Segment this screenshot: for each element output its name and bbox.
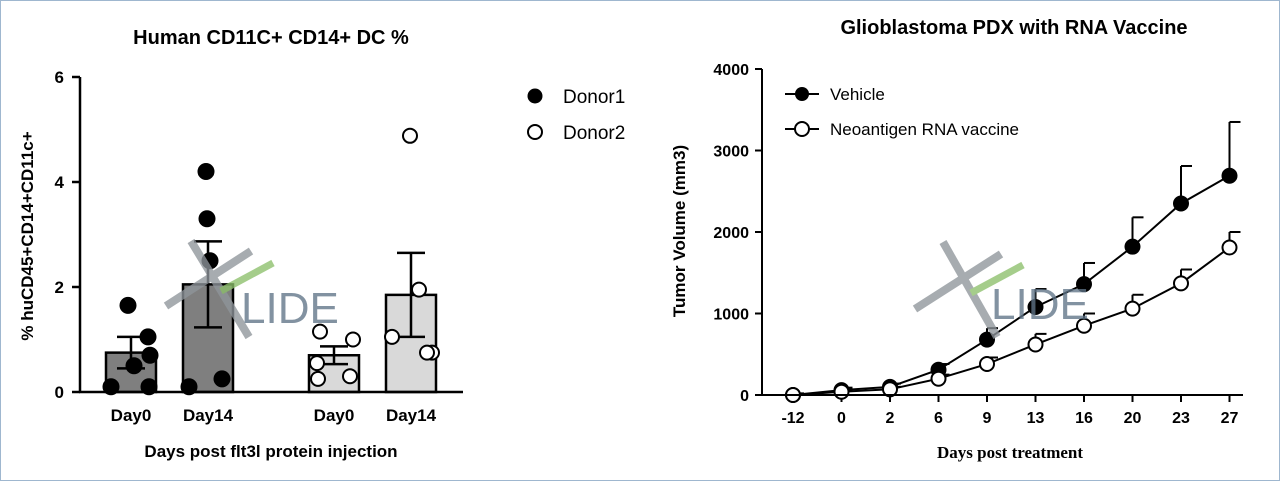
right-x-tick-label: 13 [1027, 410, 1045, 427]
left-chart-title: Human CD11C+ CD14+ DC % [133, 27, 409, 49]
right-plot-area: 0 1000 2000 3000 4000 -12 0 2 6 9 13 16 20 23 27 [713, 62, 1241, 427]
data-point [1221, 167, 1238, 184]
legend-item-donor1: Donor1 [527, 87, 625, 108]
watermark-green-stroke-icon [969, 261, 1025, 297]
data-point [1173, 275, 1189, 292]
data-point [419, 344, 435, 361]
left-legend: Donor1 Donor2 [527, 87, 625, 144]
open-circle-icon [527, 124, 543, 140]
data-point [1124, 300, 1141, 317]
right-x-tick-label: 27 [1221, 410, 1239, 427]
data-point [1076, 317, 1092, 334]
legend-label-vehicle: Vehicle [830, 85, 885, 104]
right-x-tick-label: 23 [1172, 410, 1190, 427]
dc-percentage-chart: Human CD11C+ CD14+ DC % % huCD45+CD14+CD… [18, 27, 625, 461]
legend-label-vaccine: Neoantigen RNA vaccine [830, 120, 1019, 139]
legend-item-vehicle: Vehicle [785, 85, 885, 104]
data-point [312, 323, 328, 340]
right-y-tick-label: 4000 [713, 62, 749, 79]
data-point [140, 378, 158, 396]
data-point [1027, 336, 1044, 353]
data-point [310, 370, 326, 387]
right-x-tick-label: 0 [837, 410, 846, 427]
left-y-tick-label: 2 [55, 278, 64, 297]
watermark-x-stroke-icon [912, 250, 1004, 313]
data-point [180, 378, 198, 396]
data-point [345, 331, 361, 348]
data-point [125, 357, 143, 375]
data-point [1124, 238, 1141, 255]
data-point [139, 328, 157, 346]
filled-circle-icon [527, 88, 543, 104]
tumor-volume-chart: Glioblastoma PDX with RNA Vaccine Tumor … [670, 17, 1243, 462]
right-x-tick-label: 2 [886, 410, 895, 427]
legend-label-donor2: Donor2 [563, 123, 625, 144]
data-point [342, 368, 358, 385]
legend-item-vaccine: Neoantigen RNA vaccine [785, 120, 1019, 139]
series-line-vaccine [792, 246, 1231, 396]
right-x-tick-label: -12 [781, 410, 804, 427]
watermark-x-stroke-icon [163, 247, 254, 310]
left-x-tick-label: Day14 [386, 406, 437, 425]
left-x-tick-label: Day14 [183, 406, 234, 425]
watermark-x-stroke-icon [939, 240, 1001, 339]
left-y-tick-label: 6 [55, 68, 64, 87]
right-y-tick-label: 0 [740, 388, 749, 405]
data-point [833, 383, 850, 400]
data-point [384, 328, 400, 345]
right-y-tick-label: 1000 [713, 307, 749, 324]
data-point [882, 381, 898, 398]
data-point [119, 296, 137, 314]
legend-label-donor1: Donor1 [563, 87, 625, 108]
legend-item-donor2: Donor2 [527, 123, 625, 144]
right-x-tick-label: 9 [983, 410, 992, 427]
watermark-green-stroke-icon [219, 259, 275, 295]
right-x-axis-label: Days post treatment [937, 443, 1083, 462]
right-legend: Vehicle Neoantigen RNA vaccine [785, 85, 1019, 139]
filled-circle-icon [795, 87, 809, 101]
right-y-axis-label: Tumor Volume (mm3) [670, 145, 689, 317]
data-point [309, 355, 325, 372]
right-y-tick-label: 3000 [713, 144, 749, 161]
data-point [1076, 276, 1092, 293]
left-plot-area: 0 2 4 6 Day0 Day14 Day0 Day14 [55, 68, 440, 425]
data-point [141, 346, 159, 364]
data-point [930, 370, 947, 387]
data-point [1027, 298, 1044, 315]
watermark-right: LIDE [912, 240, 1089, 339]
watermark-left: LIDE [163, 238, 339, 340]
left-x-tick-label: Day0 [314, 406, 355, 425]
left-x-axis-label: Days post flt3l protein injection [144, 442, 397, 461]
right-x-tick-label: 20 [1124, 410, 1142, 427]
data-point [411, 281, 427, 298]
watermark-text: LIDE [241, 284, 339, 333]
open-circle-icon [794, 121, 810, 137]
right-x-tick-label: 16 [1075, 410, 1093, 427]
right-chart-title: Glioblastoma PDX with RNA Vaccine [840, 17, 1187, 39]
data-point [979, 331, 995, 348]
left-y-tick-label: 0 [55, 383, 64, 402]
left-y-tick-label: 4 [55, 173, 65, 192]
data-point [1221, 239, 1238, 256]
data-point [979, 356, 995, 373]
watermark-text: LIDE [991, 280, 1089, 329]
data-point [213, 370, 231, 388]
data-point [198, 210, 216, 228]
data-point [197, 163, 215, 180]
series-line-vehicle [792, 174, 1230, 396]
data-point [402, 127, 418, 144]
left-y-axis-label: % huCD45+CD14+CD11c+ [18, 131, 37, 340]
left-x-tick-label: Day0 [111, 406, 152, 425]
right-y-tick-label: 2000 [713, 225, 749, 242]
data-point [1173, 195, 1189, 212]
data-point [102, 378, 120, 396]
right-x-tick-label: 6 [934, 410, 943, 427]
